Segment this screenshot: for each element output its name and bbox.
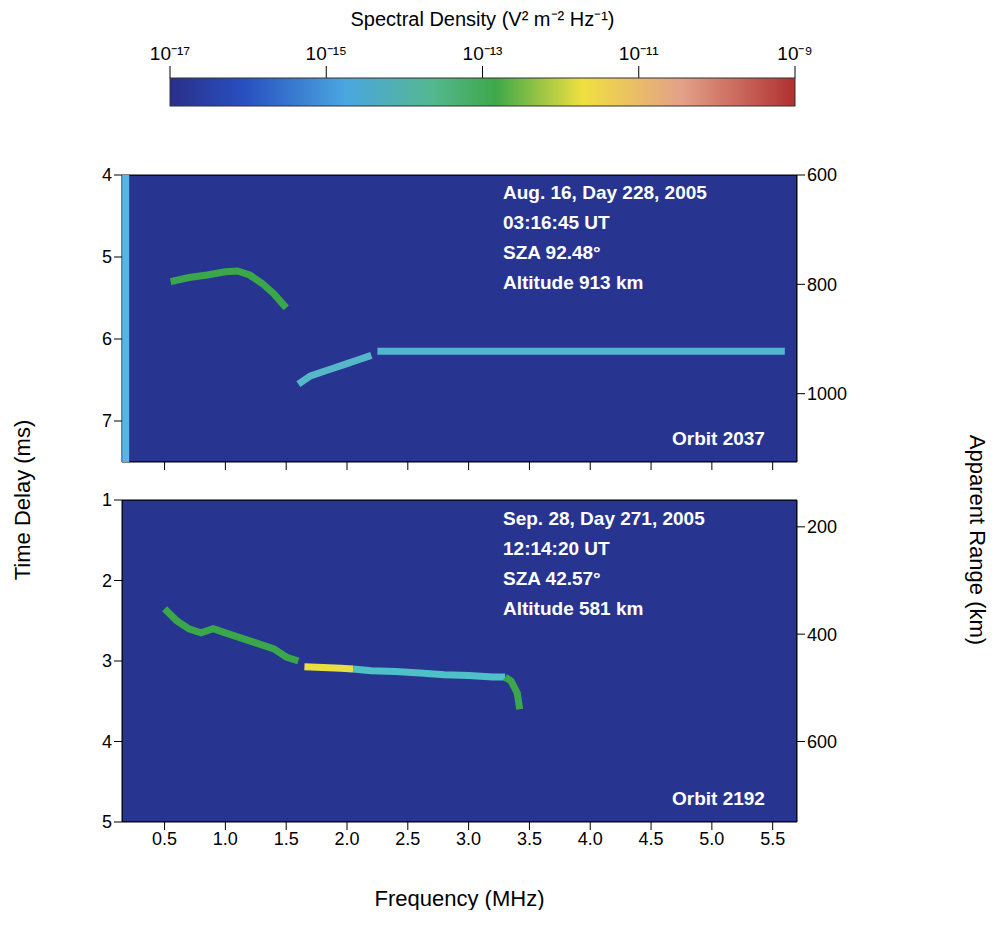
svg-text:2.5: 2.5 [395, 829, 420, 849]
svg-text:6: 6 [102, 329, 112, 349]
svg-text:7: 7 [102, 411, 112, 431]
svg-text:Apparent Range (km): Apparent Range (km) [965, 435, 990, 645]
svg-text:600: 600 [807, 732, 837, 752]
svg-text:4.5: 4.5 [639, 829, 664, 849]
svg-text:400: 400 [807, 625, 837, 645]
html-text:03:16:45 UT: 03:16:45 UT [503, 212, 610, 233]
svg-text:10⁻¹⁷: 10⁻¹⁷ [150, 43, 190, 64]
svg-text:4.0: 4.0 [578, 829, 603, 849]
svg-text:Spectral Density (V² m⁻² Hz⁻¹): Spectral Density (V² m⁻² Hz⁻¹) [350, 8, 614, 30]
svg-text:600: 600 [807, 165, 837, 185]
svg-text:10⁻¹³: 10⁻¹³ [463, 43, 503, 64]
html-text:SZA 42.57°: SZA 42.57° [503, 568, 601, 589]
svg-text:5: 5 [102, 247, 112, 267]
html-text:SZA 92.48°: SZA 92.48° [503, 242, 601, 263]
svg-text:Time Delay (ms): Time Delay (ms) [10, 420, 35, 581]
svg-text:4: 4 [102, 165, 112, 185]
html-text:Orbit 2037: Orbit 2037 [672, 428, 765, 449]
svg-text:4: 4 [102, 732, 112, 752]
svg-text:10⁻¹¹: 10⁻¹¹ [619, 43, 659, 64]
html-text:Altitude 581 km: Altitude 581 km [503, 598, 644, 619]
html-text:Aug. 16, Day 228, 2005: Aug. 16, Day 228, 2005 [503, 182, 707, 203]
html-text:Orbit 2192: Orbit 2192 [672, 788, 765, 809]
svg-text:2.0: 2.0 [334, 829, 359, 849]
svg-text:0.5: 0.5 [152, 829, 177, 849]
svg-text:3.5: 3.5 [517, 829, 542, 849]
svg-text:5.5: 5.5 [760, 829, 785, 849]
svg-text:1.5: 1.5 [274, 829, 299, 849]
svg-text:2: 2 [102, 571, 112, 591]
svg-text:1000: 1000 [807, 384, 847, 404]
svg-text:10⁻⁹: 10⁻⁹ [777, 43, 812, 64]
svg-text:1.0: 1.0 [213, 829, 238, 849]
html-text:Altitude 913 km: Altitude 913 km [503, 272, 644, 293]
svg-text:10⁻¹⁵: 10⁻¹⁵ [306, 43, 347, 64]
svg-text:Frequency (MHz): Frequency (MHz) [375, 886, 545, 910]
svg-text:5: 5 [102, 812, 112, 832]
svg-text:3.0: 3.0 [456, 829, 481, 849]
svg-text:1: 1 [102, 490, 112, 510]
svg-text:3: 3 [102, 651, 112, 671]
html-text:Sep. 28, Day 271, 2005: Sep. 28, Day 271, 2005 [503, 508, 705, 529]
svg-text:200: 200 [807, 517, 837, 537]
svg-text:800: 800 [807, 275, 837, 295]
svg-text:5.0: 5.0 [699, 829, 724, 849]
html-text:12:14:20 UT: 12:14:20 UT [503, 538, 610, 559]
